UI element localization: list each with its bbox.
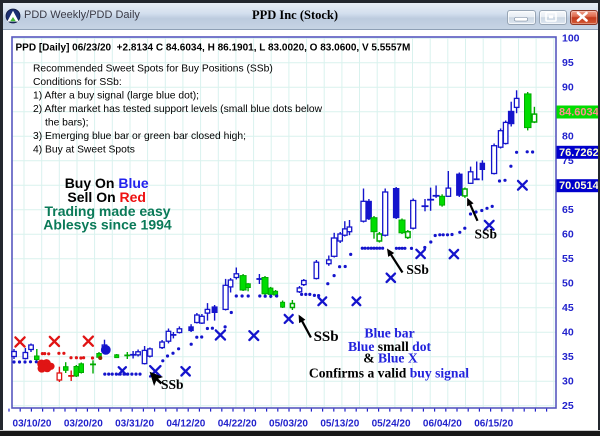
- svg-text:SSb: SSb: [161, 377, 184, 392]
- svg-text:05/24/20: 05/24/20: [372, 418, 411, 429]
- svg-text:03/10/20: 03/10/20: [13, 418, 52, 429]
- svg-text:50: 50: [562, 278, 574, 290]
- svg-text:95: 95: [562, 57, 574, 69]
- svg-text:03/31/20: 03/31/20: [115, 418, 154, 429]
- svg-text:55: 55: [562, 253, 574, 265]
- svg-text:Sell On Red: Sell On Red: [67, 189, 146, 205]
- svg-text:76.7262: 76.7262: [559, 147, 599, 159]
- svg-text:05/03/20: 05/03/20: [269, 418, 308, 429]
- svg-text:70.0514: 70.0514: [559, 180, 600, 192]
- svg-text:4) Buy at Sweet Spots: 4) Buy at Sweet Spots: [33, 145, 135, 156]
- svg-text:75: 75: [562, 155, 574, 167]
- svg-text:25: 25: [562, 400, 574, 412]
- svg-text:Buy On Blue: Buy On Blue: [65, 175, 149, 191]
- svg-text:1) After a buy signal (large b: 1) After a buy signal (large blue dot);: [33, 91, 199, 102]
- svg-text:Trading made easy: Trading made easy: [44, 203, 170, 219]
- svg-text:80: 80: [562, 131, 574, 143]
- svg-text:Ablesys since 1994: Ablesys since 1994: [43, 217, 172, 233]
- svg-text:SSb: SSb: [406, 262, 429, 277]
- svg-text:04/22/20: 04/22/20: [218, 418, 257, 429]
- svg-text:06/04/20: 06/04/20: [423, 418, 462, 429]
- svg-text:the bars);: the bars);: [45, 118, 89, 129]
- svg-text:Conditions for SSb:: Conditions for SSb:: [33, 77, 122, 88]
- svg-text:90: 90: [562, 82, 574, 94]
- svg-text:SSb: SSb: [314, 329, 339, 345]
- svg-text:60: 60: [562, 229, 574, 241]
- svg-text:40: 40: [562, 327, 574, 339]
- svg-text:35: 35: [562, 351, 574, 363]
- svg-text:06/15/20: 06/15/20: [474, 418, 513, 429]
- svg-text:84.6034: 84.6034: [559, 107, 600, 119]
- svg-text:65: 65: [562, 204, 574, 216]
- svg-text:Blue small dot: Blue small dot: [348, 339, 432, 354]
- svg-text:03/20/20: 03/20/20: [64, 418, 103, 429]
- svg-text:2) After market has tested sup: 2) After market has tested support level…: [33, 104, 323, 115]
- svg-text:100: 100: [562, 33, 580, 45]
- svg-text:3) Emerging blue bar or green: 3) Emerging blue bar or green bar closed…: [33, 131, 246, 142]
- svg-text:04/12/20: 04/12/20: [166, 418, 205, 429]
- svg-text:05/13/20: 05/13/20: [320, 418, 359, 429]
- svg-text:Recommended Sweet Spots for Bu: Recommended Sweet Spots for Buy Position…: [33, 64, 273, 75]
- svg-text:30: 30: [562, 376, 574, 388]
- svg-text:45: 45: [562, 302, 574, 314]
- svg-text:Confirms a valid buy signal: Confirms a valid buy signal: [309, 366, 469, 381]
- svg-text:SSb: SSb: [475, 227, 498, 242]
- svg-text:PPD [Daily] 06/23/20 +2.8134: PPD [Daily] 06/23/20 +2.8134 C 84.6034, …: [16, 43, 411, 54]
- svg-text:& Blue X: & Blue X: [363, 350, 418, 365]
- svg-text:Blue bar: Blue bar: [364, 326, 414, 341]
